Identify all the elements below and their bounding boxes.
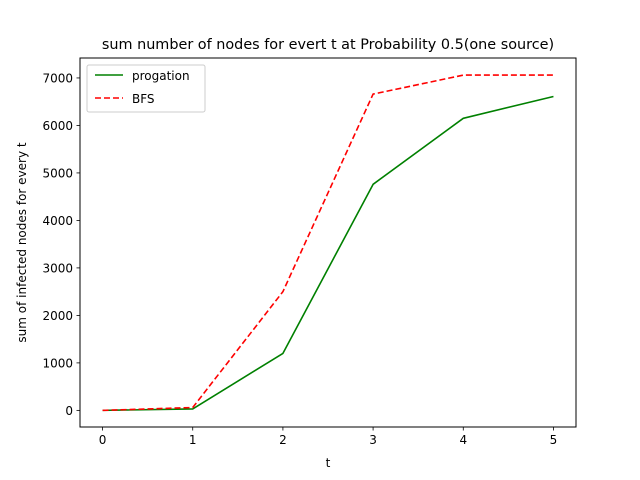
x-axis-label: t: [326, 456, 331, 470]
y-tick-label: 6000: [42, 119, 73, 133]
x-tick-label: 0: [99, 433, 107, 447]
series-line-progation: [102, 95, 554, 412]
x-tick-label: 1: [189, 433, 197, 447]
x-tick-label: 2: [279, 433, 287, 447]
legend: progation BFS: [86, 64, 206, 113]
series-line-bfs: [102, 74, 554, 412]
y-tick-label: 3000: [42, 261, 73, 275]
legend-label-progation: progation: [132, 69, 190, 83]
y-tick-label: 0: [65, 404, 73, 418]
x-tick-label: 5: [550, 433, 558, 447]
x-tick-label: 4: [459, 433, 467, 447]
plot-area: [102, 74, 554, 412]
y-tick-label: 5000: [42, 166, 73, 180]
y-tick-label: 4000: [42, 214, 73, 228]
x-tick-label: 3: [369, 433, 377, 447]
chart-title: sum number of nodes for evert t at Proba…: [102, 37, 554, 53]
legend-label-bfs: BFS: [132, 92, 155, 106]
y-tick-label: 1000: [42, 356, 73, 370]
axis-ticks: 0 1 2 3 4 5 0 1000 2000 3000 4000 5000 6000 7000: [42, 71, 557, 447]
y-tick-label: 7000: [42, 71, 73, 85]
y-tick-label: 2000: [42, 309, 73, 323]
y-axis-label: sum of infected nodes for every t: [15, 142, 29, 342]
axes-frame: [79, 57, 577, 428]
legend-box: [86, 64, 206, 113]
